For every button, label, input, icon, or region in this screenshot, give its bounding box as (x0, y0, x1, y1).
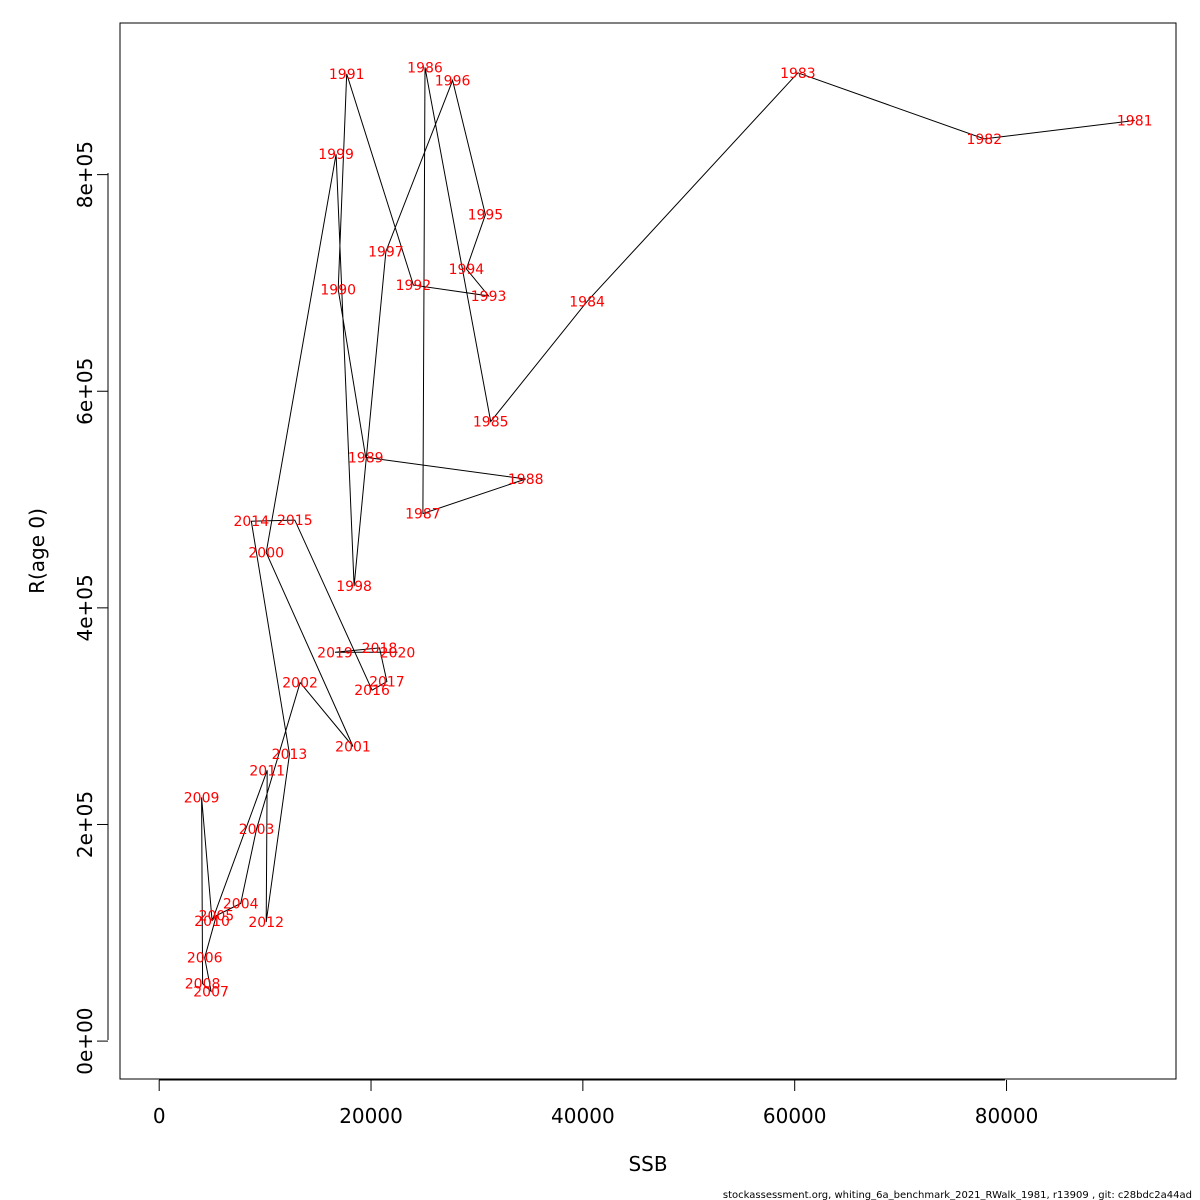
point-label-2009: 2009 (184, 790, 220, 806)
point-label-2020: 2020 (380, 645, 416, 661)
point-label-1990: 1990 (320, 282, 356, 298)
y-tick-label: 2e+05 (73, 791, 97, 858)
point-label-1985: 1985 (473, 415, 509, 431)
point-label-2004: 2004 (223, 897, 259, 913)
sr-trajectory-line (201, 67, 1135, 993)
y-axis-title: R(age 0) (25, 508, 49, 594)
point-labels: 1981 1982 1983 1984 1985 1986 1987 1988 1989 1990… (184, 60, 1153, 1000)
point-label-1998: 1998 (336, 579, 372, 595)
x-ticks: 0 20000 40000 60000 80000 (153, 1080, 1039, 1128)
point-label-2016: 2016 (354, 683, 390, 699)
point-label-2014: 2014 (233, 514, 269, 530)
point-label-2019: 2019 (317, 645, 353, 661)
point-label-1983: 1983 (780, 66, 816, 82)
y-tick-label: 6e+05 (73, 358, 97, 425)
point-label-2017: 2017 (369, 675, 405, 691)
point-label-2005: 2005 (199, 909, 235, 925)
y-tick-label: 4e+05 (73, 574, 97, 641)
point-label-1995: 1995 (468, 208, 504, 224)
point-label-1988: 1988 (508, 472, 544, 488)
point-label-2003: 2003 (239, 822, 275, 838)
x-tick-label: 20000 (339, 1104, 403, 1128)
point-label-1993: 1993 (471, 289, 507, 305)
point-label-1984: 1984 (569, 294, 605, 310)
point-label-2007: 2007 (193, 984, 229, 1000)
y-ticks: 0e+00 2e+05 4e+05 6e+05 8e+05 (73, 141, 108, 1075)
point-label-1982: 1982 (966, 132, 1002, 148)
point-label-2006: 2006 (187, 951, 223, 967)
point-label-2013: 2013 (272, 747, 308, 763)
point-label-1987: 1987 (405, 507, 441, 523)
point-label-1997: 1997 (368, 245, 404, 261)
point-label-1991: 1991 (329, 67, 365, 83)
x-tick-label: 60000 (763, 1104, 827, 1128)
point-label-2001: 2001 (335, 740, 371, 756)
y-tick-label: 0e+00 (73, 1007, 97, 1074)
point-label-2002: 2002 (282, 676, 318, 692)
point-label-1981: 1981 (1117, 114, 1153, 130)
y-tick-label: 8e+05 (73, 141, 97, 208)
point-label-2010: 2010 (194, 914, 230, 930)
point-label-2018: 2018 (362, 641, 398, 657)
point-label-1992: 1992 (396, 278, 432, 294)
point-label-2011: 2011 (249, 763, 285, 779)
point-label-1994: 1994 (449, 262, 485, 278)
x-tick-label: 40000 (551, 1104, 615, 1128)
point-label-1999: 1999 (318, 147, 354, 163)
point-label-2012: 2012 (248, 915, 284, 931)
point-label-1996: 1996 (435, 73, 471, 89)
x-axis-title: SSB (628, 1152, 667, 1176)
point-label-1989: 1989 (348, 450, 384, 466)
point-label-2000: 2000 (248, 546, 284, 562)
point-label-1986: 1986 (407, 60, 443, 76)
x-tick-label: 80000 (975, 1104, 1039, 1128)
point-label-2008: 2008 (185, 977, 221, 993)
footer-note: stockassessment.org, whiting_6a_benchmar… (723, 1190, 1192, 1200)
point-label-2015: 2015 (277, 513, 313, 529)
plot-frame (119, 22, 1177, 1080)
x-tick-label: 0 (153, 1104, 166, 1128)
